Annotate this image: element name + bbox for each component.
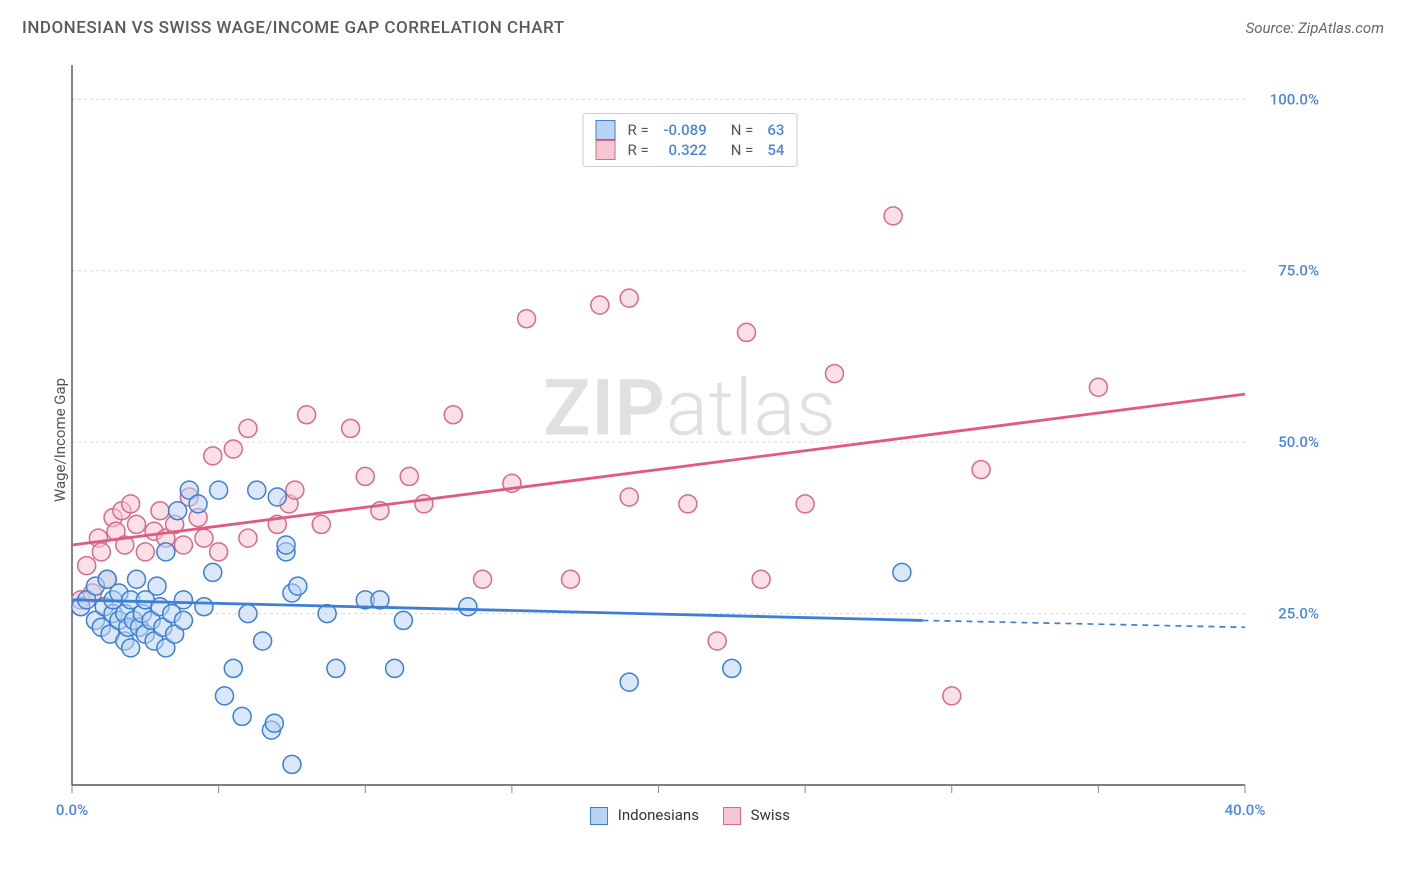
chart-header: INDONESIAN VS SWISS WAGE/INCOME GAP CORR…	[22, 18, 1384, 38]
svg-text:0.0%: 0.0%	[56, 801, 88, 819]
chart-source: Source: ZipAtlas.com	[1246, 19, 1384, 37]
swatch-icon	[723, 807, 741, 825]
plot-area: Wage/Income Gap 0.0% 40.0% 25.0% 50.0% 75.0%…	[50, 55, 1330, 825]
svg-text:75.0%: 75.0%	[1278, 262, 1319, 280]
y-axis-label: Wage/Income Gap	[51, 378, 69, 502]
swatch-icon	[596, 140, 616, 160]
swatch-icon	[596, 120, 616, 140]
svg-text:25.0%: 25.0%	[1278, 605, 1319, 623]
svg-text:50.0%: 50.0%	[1278, 433, 1319, 451]
series-legend: Indonesians Swiss	[590, 806, 790, 825]
legend-item-swiss: Swiss	[723, 806, 790, 825]
legend-row-indonesians: R = -0.089 N = 63	[596, 120, 785, 140]
legend-item-indonesians: Indonesians	[590, 806, 699, 825]
svg-text:100.0%: 100.0%	[1270, 90, 1319, 108]
svg-text:40.0%: 40.0%	[1225, 801, 1266, 819]
scatter-chart: 0.0% 40.0% 25.0% 50.0% 75.0% 100.0%	[50, 55, 1330, 825]
swatch-icon	[590, 807, 608, 825]
legend-row-swiss: R = 0.322 N = 54	[596, 140, 785, 160]
correlation-legend: R = -0.089 N = 63 R = 0.322 N = 54	[583, 113, 798, 167]
chart-title: INDONESIAN VS SWISS WAGE/INCOME GAP CORR…	[22, 18, 565, 38]
